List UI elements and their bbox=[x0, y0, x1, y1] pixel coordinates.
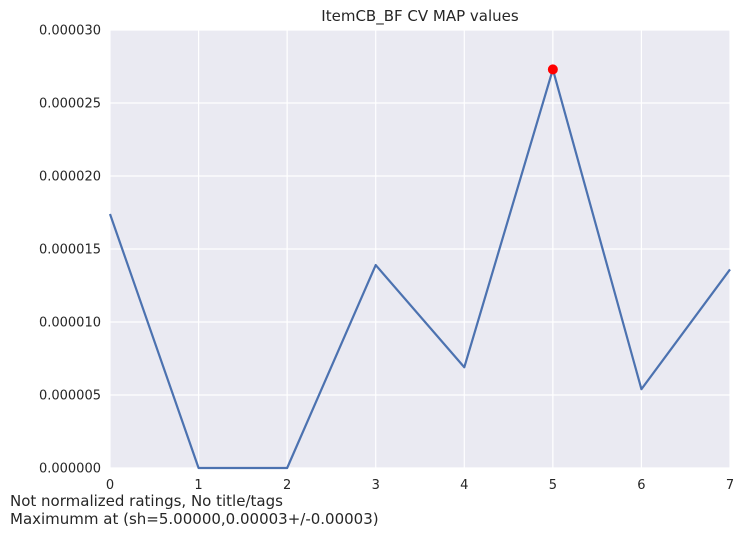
y-tick-label: 0.000010 bbox=[39, 316, 101, 331]
x-tick-label: 0 bbox=[106, 478, 114, 493]
max-point-marker bbox=[547, 64, 558, 75]
x-tick-label: 4 bbox=[460, 478, 468, 493]
x-tick-labels: 0 1 2 3 4 5 6 7 bbox=[106, 478, 734, 493]
y-tick-label: 0.000005 bbox=[39, 389, 101, 404]
caption-block: Not normalized ratings, No title/tags Ma… bbox=[10, 492, 379, 528]
y-tick-labels: 0.000000 0.000005 0.000010 0.000015 0.000020… bbox=[39, 24, 101, 477]
series-group bbox=[108, 68, 731, 470]
x-tick-label: 5 bbox=[549, 478, 557, 493]
y-tick-label: 0.000030 bbox=[39, 24, 101, 39]
chart-title: ItemCB_BF CV MAP values bbox=[321, 7, 519, 26]
caption-line-2: Maximumm at (sh=5.00000,0.00003+/-0.0000… bbox=[10, 510, 379, 528]
caption-line-1: Not normalized ratings, No title/tags bbox=[10, 492, 283, 510]
y-tick-label: 0.000015 bbox=[39, 243, 101, 258]
x-tick-label: 7 bbox=[726, 478, 734, 493]
x-tick-label: 1 bbox=[194, 478, 202, 493]
y-tick-label: 0.000000 bbox=[39, 462, 101, 477]
series-line bbox=[108, 68, 731, 470]
x-tick-label: 2 bbox=[283, 478, 291, 493]
y-tick-label: 0.000025 bbox=[39, 97, 101, 112]
x-tick-label: 6 bbox=[637, 478, 645, 493]
x-tick-label: 3 bbox=[372, 478, 380, 493]
grid-lines bbox=[109, 29, 731, 469]
highlight-group bbox=[547, 64, 558, 75]
y-tick-label: 0.000020 bbox=[39, 170, 101, 185]
